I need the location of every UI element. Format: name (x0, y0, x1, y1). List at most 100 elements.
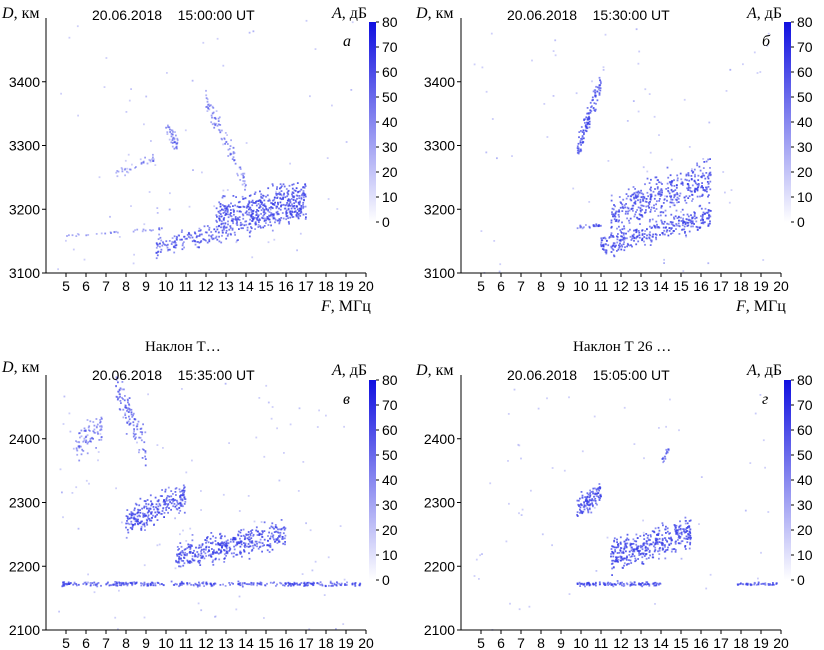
scatter-point (158, 227, 161, 229)
scatter-point (141, 431, 144, 434)
scatter-point (706, 181, 709, 183)
scatter-point (655, 208, 658, 210)
scatter-point (176, 499, 178, 502)
scatter-point (627, 207, 630, 210)
scatter-point (676, 174, 679, 177)
scatter-point (214, 582, 217, 585)
colorbar-tick-label: 10 (797, 547, 813, 563)
scatter-point (666, 199, 668, 202)
scatter-point (653, 584, 656, 587)
scatter-point (98, 439, 101, 441)
scatter-point (632, 583, 635, 586)
scatter-point (147, 393, 149, 396)
scatter-point (73, 582, 76, 585)
scatter-point (118, 236, 121, 238)
scatter-point (276, 188, 278, 190)
scatter-point (131, 584, 134, 587)
scatter-point (242, 197, 245, 200)
scatter-point (217, 231, 220, 234)
scatter-point (200, 548, 203, 551)
scatter-point (619, 559, 622, 562)
scatter-point (709, 215, 712, 218)
scatter-point (621, 557, 624, 560)
scatter-point (627, 230, 630, 233)
scatter-point (136, 515, 139, 518)
scatter-point (696, 164, 699, 167)
scatter-point (215, 557, 217, 560)
scatter-point (614, 213, 617, 215)
scatter-point (126, 167, 129, 170)
scatter-point (179, 565, 182, 568)
scatter-point (181, 229, 183, 232)
scatter-point (122, 398, 124, 400)
scatter-point (277, 536, 279, 539)
scatter-point (159, 495, 162, 497)
scatter-point (655, 234, 658, 236)
scatter-point (637, 230, 640, 232)
scatter-point (686, 522, 689, 525)
scatter-point (160, 239, 163, 242)
scatter-point (648, 203, 651, 205)
scatter-point (224, 544, 227, 547)
scatter-point (600, 239, 603, 242)
scatter-point (253, 543, 256, 546)
scatter-point (636, 195, 639, 197)
scatter-point (681, 229, 683, 231)
scatter-point (638, 552, 640, 555)
scatter-point (614, 560, 617, 563)
scatter-point (130, 413, 133, 416)
scatter-point (83, 430, 86, 432)
scatter-point (156, 254, 159, 257)
scatter-point (143, 581, 146, 584)
scatter-point (293, 189, 296, 192)
scatter-point (69, 430, 72, 433)
scatter-point (261, 531, 264, 534)
scatter-point (66, 235, 68, 237)
scatter-point (169, 192, 171, 195)
scatter-point (631, 584, 633, 586)
scatter-point (274, 540, 277, 543)
scatter-point (132, 412, 135, 415)
scatter-point (198, 581, 200, 584)
scatter-point (125, 526, 127, 529)
scatter-point (238, 228, 240, 230)
scatter-point (643, 583, 646, 586)
scatter-point (226, 209, 229, 212)
scatter-point (688, 525, 690, 527)
scatter-point (259, 538, 262, 541)
scatter-point (232, 156, 235, 159)
scatter-point (85, 583, 88, 586)
scatter-point (304, 584, 306, 587)
scatter-point (707, 177, 710, 180)
scatter-point (660, 219, 663, 222)
scatter-point (199, 229, 202, 232)
scatter-point (181, 550, 184, 552)
scatter-point (221, 546, 223, 548)
scatter-point (238, 542, 240, 544)
scatter-point (257, 210, 260, 212)
scatter-point (176, 561, 179, 564)
scatter-point (707, 158, 710, 161)
scatter-point (610, 251, 613, 253)
scatter-point (182, 551, 184, 554)
scatter-point (134, 582, 137, 585)
scatter-point (206, 225, 209, 227)
scatter-point (211, 542, 214, 545)
scatter-point (613, 540, 616, 543)
scatter-point (255, 211, 258, 213)
scatter-point (350, 89, 353, 91)
scatter-point (100, 438, 103, 441)
scatter-point (673, 194, 676, 196)
scatter-point (709, 167, 711, 169)
scatter-point (260, 226, 262, 229)
scatter-point (623, 249, 626, 252)
scatter-point (583, 502, 586, 504)
scatter-point (150, 140, 152, 142)
scatter-point (684, 516, 687, 519)
scatter-point (629, 585, 632, 587)
scatter-point (690, 190, 693, 193)
scatter-point (667, 448, 670, 451)
scatter-point (215, 219, 218, 222)
scatter-point (269, 208, 272, 211)
scatter-point (652, 541, 655, 544)
